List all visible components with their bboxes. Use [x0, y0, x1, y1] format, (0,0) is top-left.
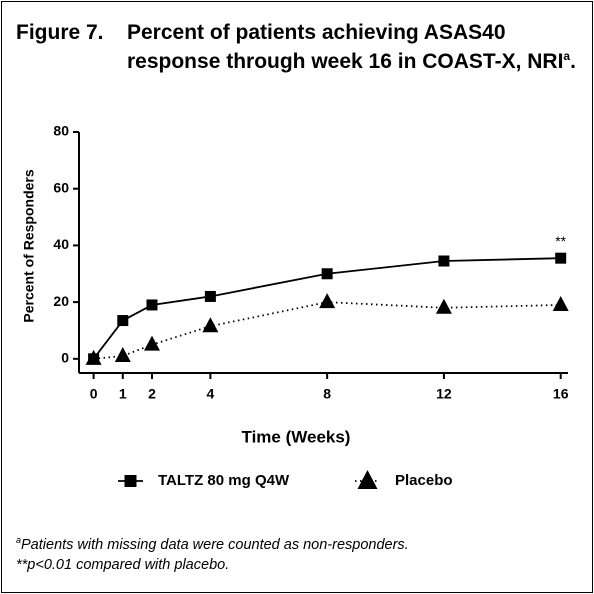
data-point	[319, 293, 336, 309]
y-tick-label: 40	[53, 236, 69, 252]
y-tick-label: 0	[61, 350, 69, 366]
x-axis-label: Time (Weeks)	[242, 427, 351, 446]
x-tick-label: 0	[90, 386, 98, 402]
y-tick-label: 20	[53, 293, 69, 309]
data-point	[204, 290, 216, 302]
x-tick-label: 8	[323, 386, 331, 402]
data-point	[143, 335, 160, 351]
legend-label: TALTZ 80 mg Q4W	[158, 472, 290, 489]
data-point	[555, 252, 567, 264]
data-point	[321, 268, 333, 280]
footnote: **p<0.01 compared with placebo.	[16, 555, 409, 575]
data-point	[202, 317, 219, 333]
legend-marker	[124, 475, 137, 487]
y-tick-label: 80	[53, 123, 69, 139]
figure-label: Figure 7.	[16, 21, 104, 44]
title-superscript: a	[563, 49, 571, 63]
x-tick-label: 1	[119, 386, 127, 402]
title-text: Percent of patients achieving ASAS40 res…	[127, 18, 587, 76]
footnote-marker: **	[16, 556, 28, 573]
data-point	[117, 315, 129, 327]
y-tick-label: 60	[53, 179, 69, 195]
data-point	[438, 255, 450, 267]
series-line	[93, 301, 561, 360]
footnote-text: Patients with missing data were counted …	[21, 536, 409, 553]
data-point	[85, 349, 102, 365]
footnotes: aPatients with missing data were counted…	[16, 530, 409, 575]
x-tick-label: 12	[436, 386, 452, 402]
footnote: aPatients with missing data were counted…	[16, 530, 409, 555]
legend-label: Placebo	[395, 472, 453, 489]
chart-title: Percent of patients achieving ASAS40 res…	[127, 21, 564, 73]
x-tick-label: 4	[206, 386, 214, 402]
title-end: .	[570, 50, 576, 73]
y-axis-label: Percent of Responders	[21, 169, 37, 322]
x-tick-label: 16	[553, 386, 569, 402]
legend-marker	[357, 470, 378, 489]
annotation: **	[555, 233, 566, 249]
data-point	[552, 295, 569, 311]
x-tick-label: 2	[148, 386, 156, 402]
footnote-text: p<0.01 compared with placebo.	[27, 556, 230, 573]
data-point	[146, 299, 158, 311]
data-point	[114, 346, 131, 362]
title-block: Figure 7. Percent of patients achieving …	[16, 18, 588, 76]
footnote-marker: a	[16, 535, 22, 545]
data-point	[435, 298, 452, 314]
